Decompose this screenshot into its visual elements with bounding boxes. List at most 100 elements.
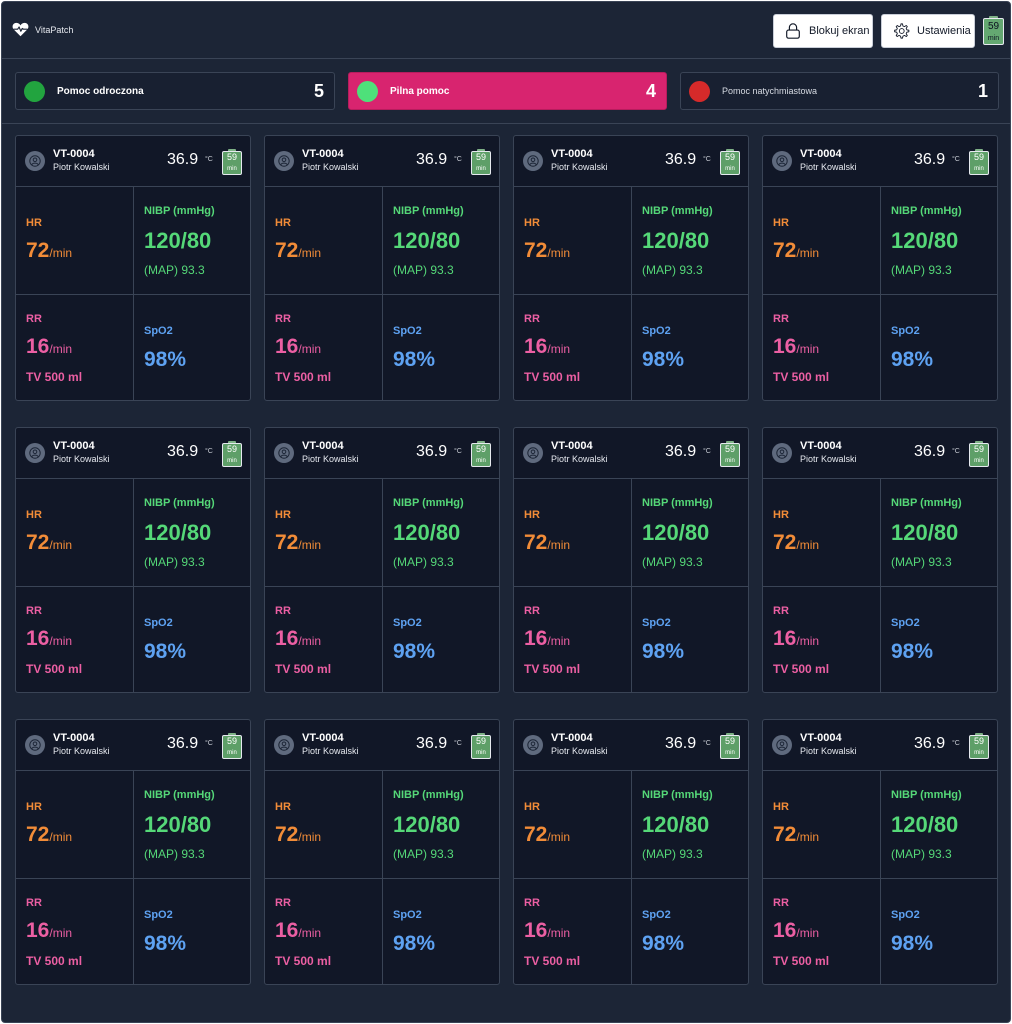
- hr-unit: /min: [49, 538, 73, 552]
- rr-label: RR: [275, 897, 291, 909]
- battery-unit: min: [476, 750, 486, 756]
- patient-battery: 59 min: [969, 733, 989, 759]
- patient-card[interactable]: VT-0004 Piotr Kowalski 36.9 °C 59 min HR 72/min…: [513, 135, 749, 401]
- nibp-label: NIBP (mmHg): [891, 497, 962, 509]
- rr-value: 16/min: [773, 335, 819, 359]
- patient-card-header: VT-0004 Piotr Kowalski 36.9 °C 59 min: [763, 720, 997, 771]
- rr-unit: /min: [298, 342, 322, 356]
- status-deferred[interactable]: Pomoc odroczona 5: [15, 72, 335, 110]
- patient-card[interactable]: VT-0004 Piotr Kowalski 36.9 °C 59 min HR 72/min…: [264, 427, 500, 693]
- battery-icon: [726, 733, 734, 736]
- patient-card[interactable]: VT-0004 Piotr Kowalski 36.9 °C 59 min HR 72/min…: [264, 135, 500, 401]
- rr-number: 16: [773, 627, 797, 650]
- user-icon: [29, 739, 41, 751]
- patient-name: Piotr Kowalski: [302, 746, 359, 756]
- spo2-label: SpO2: [144, 617, 173, 629]
- battery-body: [471, 735, 491, 759]
- tidal-volume-value: TV 500 ml: [773, 370, 830, 384]
- patient-card[interactable]: VT-0004 Piotr Kowalski 36.9 °C 59 min HR 72/min…: [513, 719, 749, 985]
- avatar: [772, 443, 792, 463]
- lock-screen-button[interactable]: Blokuj ekran: [773, 14, 873, 48]
- battery-body: [222, 443, 242, 467]
- patient-card[interactable]: VT-0004 Piotr Kowalski 36.9 °C 59 min HR 72/min…: [762, 719, 998, 985]
- status-label: Pomoc odroczona: [57, 85, 144, 97]
- temperature-value: 36.9: [665, 735, 697, 752]
- patient-card[interactable]: VT-0004 Piotr Kowalski 36.9 °C 59 min HR 72/min…: [15, 427, 251, 693]
- battery-value: 59: [987, 21, 1000, 32]
- hr-number: 72: [275, 531, 299, 554]
- rr-unit: /min: [298, 926, 322, 940]
- rr-number: 16: [275, 627, 299, 650]
- patient-card[interactable]: VT-0004 Piotr Kowalski 36.9 °C 59 min HR 72/min…: [15, 135, 251, 401]
- spo2-value: 98%: [642, 348, 685, 371]
- patient-card[interactable]: VT-0004 Piotr Kowalski 36.9 °C 59 min HR 72/min…: [15, 719, 251, 985]
- divider: [514, 586, 748, 587]
- rr-unit: /min: [796, 926, 820, 940]
- hr-label: HR: [524, 509, 540, 521]
- tidal-volume-value: TV 500 ml: [275, 954, 332, 968]
- settings-label: Ustawienia: [917, 25, 971, 37]
- battery-icon: [477, 441, 485, 444]
- user-icon: [776, 155, 788, 167]
- patient-card[interactable]: VT-0004 Piotr Kowalski 36.9 °C 59 min HR 72/min…: [513, 427, 749, 693]
- patient-card[interactable]: VT-0004 Piotr Kowalski 36.9 °C 59 min HR 72/min…: [264, 719, 500, 985]
- patient-card[interactable]: VT-0004 Piotr Kowalski 36.9 °C 59 min HR 72/min…: [762, 427, 998, 693]
- hr-number: 72: [524, 239, 548, 262]
- patient-battery: 59 min: [471, 149, 491, 175]
- avatar: [25, 443, 45, 463]
- user-icon: [527, 155, 539, 167]
- avatar: [772, 735, 792, 755]
- patient-device-id: VT-0004: [551, 440, 593, 452]
- battery-unit: min: [725, 750, 735, 756]
- status-urgent[interactable]: Pilna pomoc 4: [348, 72, 667, 110]
- status-dot-icon: [357, 80, 378, 102]
- tidal-volume-value: TV 500 ml: [524, 954, 581, 968]
- nibp-value: 120/80: [144, 520, 212, 545]
- user-icon: [527, 447, 539, 459]
- hr-number: 72: [275, 239, 299, 262]
- nibp-value: 120/80: [642, 812, 710, 837]
- hr-label: HR: [275, 217, 291, 229]
- nibp-value: 120/80: [642, 520, 710, 545]
- map-value: (MAP) 93.3: [144, 555, 205, 569]
- status-immediate[interactable]: Pomoc natychmiastowa 1: [680, 72, 999, 110]
- patient-card-header: VT-0004 Piotr Kowalski 36.9 °C 59 min: [16, 428, 250, 479]
- rr-number: 16: [524, 335, 548, 358]
- temperature-unit: °C: [205, 448, 213, 455]
- spo2-label: SpO2: [144, 909, 173, 921]
- battery-unit: min: [725, 166, 735, 172]
- battery-body: [222, 151, 242, 175]
- header: VitaPatch Blokuj ekran Ustawienia 59 min: [2, 2, 1010, 59]
- tidal-volume-value: TV 500 ml: [26, 954, 83, 968]
- nibp-label: NIBP (mmHg): [891, 789, 962, 801]
- map-value: (MAP) 93.3: [393, 263, 454, 277]
- hr-value: 72/min: [524, 823, 570, 847]
- avatar: [772, 151, 792, 171]
- nibp-label: NIBP (mmHg): [144, 497, 215, 509]
- spo2-label: SpO2: [144, 325, 173, 337]
- avatar: [274, 735, 294, 755]
- map-value: (MAP) 93.3: [393, 555, 454, 569]
- patient-device-id: VT-0004: [800, 732, 842, 744]
- settings-button[interactable]: Ustawienia: [881, 14, 975, 48]
- battery-body: [720, 735, 740, 759]
- battery-value: 59: [475, 736, 486, 746]
- spo2-label: SpO2: [642, 325, 671, 337]
- patient-card[interactable]: VT-0004 Piotr Kowalski 36.9 °C 59 min HR 72/min…: [762, 135, 998, 401]
- rr-value: 16/min: [26, 627, 72, 651]
- spo2-value: 98%: [891, 932, 934, 955]
- patient-name: Piotr Kowalski: [53, 454, 110, 464]
- nibp-value: 120/80: [891, 228, 959, 253]
- nibp-value: 120/80: [891, 520, 959, 545]
- patient-name: Piotr Kowalski: [551, 162, 608, 172]
- hr-number: 72: [773, 239, 797, 262]
- avatar: [25, 735, 45, 755]
- hr-number: 72: [26, 239, 50, 262]
- rr-number: 16: [275, 919, 299, 942]
- spo2-label: SpO2: [891, 325, 920, 337]
- patient-card-header: VT-0004 Piotr Kowalski 36.9 °C 59 min: [265, 136, 499, 187]
- battery-body: [720, 443, 740, 467]
- battery-icon: [228, 441, 236, 444]
- nibp-value: 120/80: [144, 812, 212, 837]
- battery-value: 59: [475, 444, 486, 454]
